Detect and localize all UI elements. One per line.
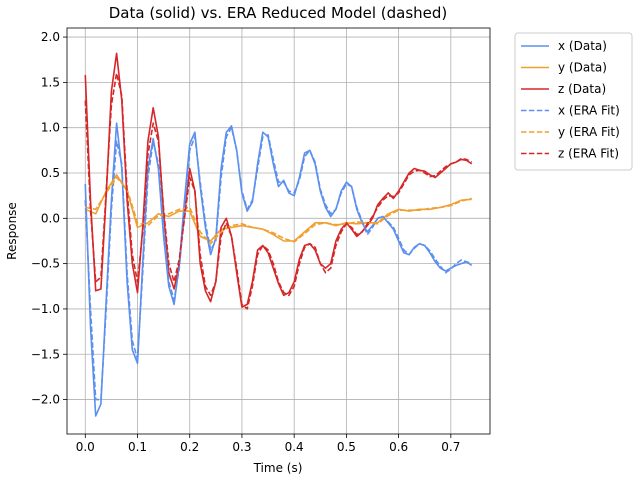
y-tick-label: 0.5 — [41, 166, 60, 180]
plot-frame — [66, 27, 491, 435]
x-tick-label: 0.4 — [285, 440, 304, 454]
legend-label: x (Data) — [558, 39, 607, 53]
x-tick-label: 0.2 — [180, 440, 199, 454]
x-tick-label: 0.5 — [337, 440, 356, 454]
y-tick-label: −0.5 — [31, 257, 60, 271]
grid — [67, 28, 490, 434]
x-axis-label: Time (s) — [253, 461, 303, 475]
y-tick-label: −1.5 — [31, 347, 60, 361]
series-line-z-era-fit — [84, 72, 473, 310]
axis-ticks: 0.0 0.1 0.2 0.3 0.4 0.5 0.6 0.7 2.0 1.5 1.0 0.5 0.0 −… — [31, 30, 461, 454]
series-line-y-data — [84, 174, 472, 242]
y-axis-label: Response — [5, 202, 19, 260]
x-tick-label: 0.3 — [232, 440, 251, 454]
legend-label: y (ERA Fit) — [558, 125, 620, 139]
y-tick-label: 2.0 — [41, 30, 60, 44]
legend-label: y (Data) — [558, 61, 607, 75]
legend-label: x (ERA Fit) — [558, 104, 620, 118]
y-tick-label: 1.0 — [41, 121, 60, 135]
x-tick-label: 0.7 — [441, 440, 460, 454]
series-line-x-data — [84, 122, 473, 417]
legend-label: z (ERA Fit) — [558, 147, 619, 161]
series-line-y-era-fit — [85, 176, 472, 245]
chart-title: Data (solid) vs. ERA Reduced Model (dash… — [109, 4, 448, 22]
y-tick-label: 0.0 — [41, 211, 60, 225]
x-tick-label: 0.1 — [128, 440, 147, 454]
series-lines — [84, 52, 473, 417]
series-line-x-era-fit — [84, 126, 472, 401]
x-tick-label: 0.6 — [389, 440, 408, 454]
legend-label: z (Data) — [558, 82, 606, 96]
y-tick-label: −2.0 — [31, 393, 60, 407]
legend: x (Data) y (Data) z (Data) x (ERA Fit) y (ER… — [514, 32, 633, 171]
y-tick-label: 1.5 — [41, 75, 60, 89]
x-tick-label: 0.0 — [76, 440, 95, 454]
y-tick-label: −1.0 — [31, 302, 60, 316]
